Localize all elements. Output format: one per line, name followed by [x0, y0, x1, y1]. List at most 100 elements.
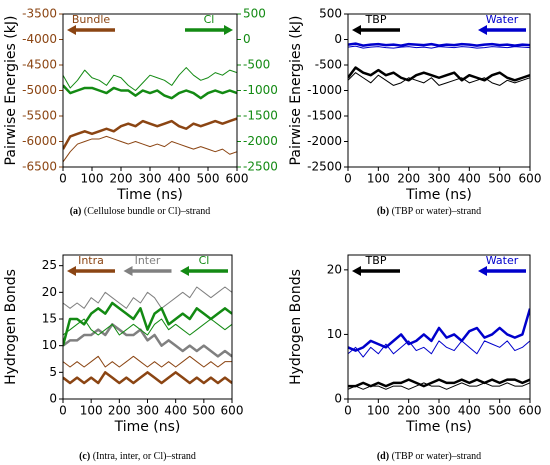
y-axis-label: Hydrogen Bonds — [3, 269, 19, 385]
series-line-thin — [348, 72, 530, 86]
y-tick-label: 25 — [42, 258, 57, 272]
caption-label: (c) — [79, 451, 90, 462]
y-tick-label: -1000 — [307, 83, 342, 97]
x-tick-label: 0 — [59, 172, 67, 186]
y-tick-label: 0 — [49, 392, 57, 406]
y-tick-label: -6000 — [22, 134, 57, 148]
y-tick-label: 15 — [42, 312, 57, 326]
y-tick-label: 10 — [42, 338, 57, 352]
series-line-thick — [348, 378, 530, 388]
x-tick-label: 500 — [192, 404, 215, 418]
plot-lines — [348, 42, 530, 86]
plot-lines — [63, 67, 237, 163]
y2-tick-label: -1000 — [243, 83, 278, 97]
series-line-thick — [63, 371, 232, 385]
caption: (d) (TBP or water)–strand — [377, 451, 481, 462]
x-tick-label: 300 — [428, 404, 451, 418]
legend-label: Water — [486, 13, 519, 26]
x-tick-label: 200 — [397, 404, 420, 418]
caption-label: (b) — [377, 206, 389, 217]
caption-label: (a) — [70, 206, 82, 217]
x-tick-label: 400 — [458, 404, 481, 418]
y-axis-label: Pairwise Energies (kJ) — [288, 16, 304, 166]
x-tick-label: 400 — [164, 404, 187, 418]
x-tick-label: 400 — [458, 172, 481, 186]
y-axis-label: Pairwise Energies (kJ) — [3, 16, 19, 166]
x-axis-label: Time (ns) — [405, 419, 472, 435]
x-axis-label: Time (ns) — [114, 419, 181, 435]
series-line-thin — [63, 318, 232, 336]
x-tick-label: 100 — [367, 404, 390, 418]
caption-text: (TBP or water)–strand — [392, 451, 482, 462]
x-tick-label: 200 — [397, 172, 420, 186]
x-axis-label: Time (ns) — [405, 187, 472, 203]
legend-arrow-head — [352, 266, 361, 276]
y-tick-label: 5 — [49, 365, 57, 379]
x-tick-label: 600 — [519, 172, 542, 186]
x-tick-label: 500 — [488, 404, 511, 418]
x-axis-label: Time (ns) — [116, 187, 183, 203]
series-line-thin — [63, 67, 237, 91]
caption: (b) (TBP or water)–strand — [377, 206, 481, 217]
legend-label: Inter — [135, 254, 161, 267]
x-tick-label: 0 — [344, 404, 352, 418]
y-tick-label: -6500 — [22, 160, 57, 174]
caption: (c) (Intra, inter, or Cl)–strand — [79, 451, 196, 462]
x-tick-label: 300 — [139, 172, 162, 186]
series-line-thick — [348, 66, 530, 82]
y-tick-label: 10 — [327, 327, 342, 341]
series-line-thick — [63, 323, 232, 358]
x-tick-label: 500 — [488, 172, 511, 186]
legend-label: Cl — [204, 13, 215, 26]
legend-arrow-head — [478, 266, 487, 276]
y-tick-label: -1500 — [307, 109, 342, 123]
caption-text: (Cellulose bundle or Cl)–strand — [84, 206, 210, 217]
legend-label: Water — [486, 254, 519, 267]
y-tick-label: -500 — [315, 58, 342, 72]
legend-label: Bundle — [72, 13, 111, 26]
plot-frame — [62, 254, 233, 400]
x-tick-label: 600 — [221, 404, 244, 418]
y2-tick-label: 0 — [243, 32, 251, 46]
series-line-thin — [348, 340, 530, 358]
caption: (a) (Cellulose bundle or Cl)–strand — [70, 206, 211, 217]
x-tick-label: 300 — [136, 404, 159, 418]
y2-tick-label: -1500 — [243, 109, 278, 123]
y2-tick-label: -500 — [243, 58, 270, 72]
plot-frame — [347, 13, 531, 168]
y2-tick-label: -2000 — [243, 134, 278, 148]
plot-lines — [348, 308, 530, 390]
series-line-thick — [63, 84, 237, 100]
legend-arrow-head — [67, 266, 76, 276]
legend-arrow-head — [352, 25, 361, 35]
y-tick-label: 0 — [334, 32, 342, 46]
caption-text: (Intra, inter, or Cl)–strand — [93, 451, 196, 462]
series-line-thick — [348, 42, 530, 47]
x-tick-label: 500 — [197, 172, 220, 186]
y-tick-label: -3500 — [22, 7, 57, 21]
x-tick-label: 600 — [226, 172, 249, 186]
series-line-thick — [63, 301, 232, 346]
y-tick-label: 500 — [319, 7, 342, 21]
series-line-thin — [63, 286, 232, 309]
x-tick-label: 200 — [108, 404, 131, 418]
series-line-thick — [348, 308, 530, 352]
x-tick-label: 0 — [344, 172, 352, 186]
y2-tick-label: 500 — [243, 7, 266, 21]
legend-label: TBP — [365, 13, 387, 26]
y-tick-label: -4500 — [22, 58, 57, 72]
y-tick-label: -2500 — [307, 160, 342, 174]
series-line-thin — [63, 135, 237, 163]
y-tick-label: 20 — [42, 285, 57, 299]
legend-label: Cl — [199, 254, 210, 267]
x-tick-label: 600 — [519, 404, 542, 418]
x-tick-label: 0 — [59, 404, 67, 418]
plot-frame — [62, 13, 238, 168]
y-axis-label: Hydrogen Bonds — [288, 269, 304, 385]
legend-arrow-head — [478, 25, 487, 35]
plot-frame — [347, 254, 531, 400]
x-tick-label: 100 — [81, 172, 104, 186]
y-tick-label: -5000 — [22, 83, 57, 97]
legend-arrow-head — [67, 25, 76, 35]
